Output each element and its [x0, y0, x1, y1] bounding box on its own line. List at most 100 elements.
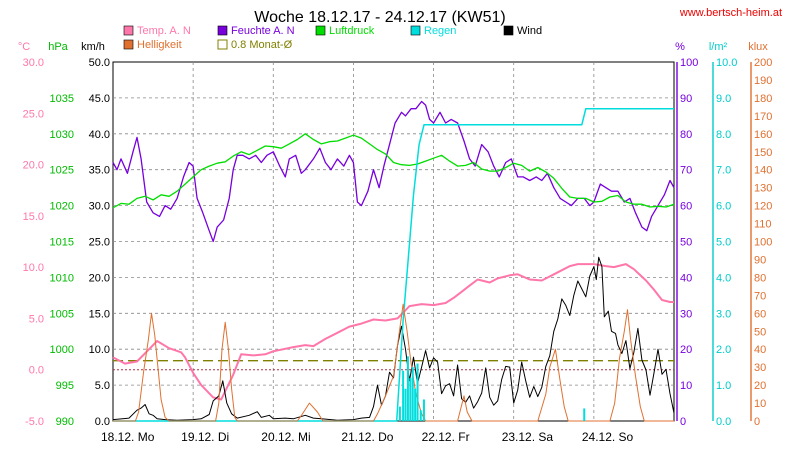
x-tick-label: 22.12. Fr	[422, 430, 470, 444]
series-line-regen	[113, 107, 674, 422]
axis-tick-label: 35.0	[89, 165, 110, 177]
axis-tick-label: 25.0	[89, 237, 110, 249]
x-tick-label: 19.12. Di	[181, 430, 229, 444]
axis-tick-label: 40	[680, 272, 692, 284]
legend-swatch	[123, 25, 134, 36]
axis-tick-label: 160	[754, 129, 772, 141]
legend-label: Luftdruck	[329, 25, 375, 37]
axis-tick-label: 0.0	[716, 416, 731, 428]
axis-tick-label: 0	[680, 416, 686, 428]
axis-tick-label: 110	[754, 219, 772, 231]
axis-tick-label: 10.0	[716, 57, 737, 69]
axis-tick-label: 30	[754, 362, 766, 374]
axis-tick-label: 50	[680, 237, 692, 249]
x-tick-label: 24.12. So	[582, 430, 634, 444]
axis-tick-label: -5.0	[25, 416, 44, 428]
axis-tick-label: 5.0	[29, 313, 44, 325]
axis-tick-label: 130	[754, 183, 772, 195]
axis-tick-label: 70	[680, 165, 692, 177]
axis-tick-label: 1030	[50, 129, 74, 141]
axis-tick-label: 4.0	[716, 272, 731, 284]
legend-swatch	[217, 39, 228, 50]
axis-tick-label: 150	[754, 147, 772, 159]
axis-tick-label: 0	[754, 416, 760, 428]
axis-tick-label: 50.0	[89, 57, 110, 69]
axis-unit-wind: km/h	[81, 41, 105, 53]
legend-swatch	[217, 25, 228, 36]
legend-entry: Temp. A. N	[123, 25, 191, 37]
axis-tick-label: 1005	[50, 308, 74, 320]
chart-legend: Temp. A. N Feuchte A. N Luftdruck Regen Wind…	[123, 25, 542, 51]
axis-tick-label: 60	[754, 308, 766, 320]
axis-tick-label: 1010	[50, 272, 74, 284]
legend-entry: Feuchte A. N	[217, 25, 295, 37]
axis-tick-label: 50	[754, 326, 766, 338]
axis-tick-label: 120	[754, 201, 772, 213]
axis-tick-label: 990	[56, 416, 74, 428]
series-line-wind	[112, 256, 675, 421]
axis-tick-label: 1035	[50, 93, 74, 105]
legend-entry: Luftdruck	[315, 25, 375, 37]
legend-label: Regen	[424, 25, 456, 37]
legend-label: Helligkeit	[137, 39, 182, 51]
axis-unit-rain: l/m²	[709, 41, 728, 53]
axis-tick-label: 170	[754, 111, 772, 123]
axis-tick-label: 3.0	[716, 308, 731, 320]
axis-tick-label: 15.0	[23, 211, 44, 223]
axis-tick-label: 30	[680, 308, 692, 320]
legend-label: 0.8 Monat-Ø	[231, 39, 293, 51]
legend-entry: Regen	[410, 25, 456, 37]
plot-area	[112, 61, 675, 422]
axis-tick-label: 2.0	[716, 344, 731, 356]
legend-swatch	[410, 25, 421, 36]
chart-title: Woche 18.12.17 - 24.12.17 (KW51)	[254, 9, 505, 26]
axis-tick-label: 30.0	[23, 57, 44, 69]
axis-tick-label: 5.0	[95, 380, 110, 392]
x-tick-label: 23.12. Sa	[502, 430, 554, 444]
axis-tick-label: 45.0	[89, 93, 110, 105]
axis-tick-label: 995	[56, 380, 74, 392]
axis-tick-label: 180	[754, 93, 772, 105]
axis-tick-label: 1.0	[716, 380, 731, 392]
axis-tick-label: 60	[680, 201, 692, 213]
axis-tick-label: 20	[680, 344, 692, 356]
site-link[interactable]: www.bertsch-heim.at	[679, 7, 782, 19]
axis-tick-label: 6.0	[716, 201, 731, 213]
axis-tick-label: 20.0	[89, 272, 110, 284]
series-line-helligkeit	[113, 303, 674, 422]
axis-tick-label: 8.0	[716, 129, 731, 141]
chart-axes: °C 30.0 25.0 20.0 15.0 10.0 5.0 0.0 -5.0 hPa 1035 1…	[18, 41, 773, 444]
axis-tick-label: 10	[754, 398, 766, 410]
axis-tick-label: 140	[754, 165, 772, 177]
axis-tick-label: 100	[754, 237, 772, 249]
axis-unit-humidity: %	[675, 41, 685, 53]
axis-tick-label: 80	[680, 129, 692, 141]
axis-tick-label: 25.0	[23, 108, 44, 120]
legend-swatch	[315, 25, 326, 36]
x-tick-label: 21.12. Do	[341, 430, 393, 444]
legend-entry: Helligkeit	[123, 39, 182, 51]
axis-tick-label: 1020	[50, 201, 74, 213]
axis-unit-lux: klux	[748, 41, 768, 53]
axis-tick-label: 20	[754, 380, 766, 392]
x-tick-label: 18.12. Mo	[101, 430, 155, 444]
legend-entry: Wind	[503, 25, 542, 37]
axis-tick-label: 0.0	[29, 365, 44, 377]
axis-tick-label: 0.0	[95, 416, 110, 428]
legend-label: Feuchte A. N	[231, 25, 295, 37]
axis-tick-label: 40.0	[89, 129, 110, 141]
axis-tick-label: 1025	[50, 165, 74, 177]
axis-unit-temp: °C	[18, 41, 30, 53]
axis-tick-label: 10.0	[23, 262, 44, 274]
axis-tick-label: 30.0	[89, 201, 110, 213]
axis-tick-label: 70	[754, 290, 766, 302]
axis-tick-label: 20.0	[23, 160, 44, 172]
axis-tick-label: 90	[754, 254, 766, 266]
legend-swatch	[123, 39, 134, 50]
axis-tick-label: 200	[754, 57, 772, 69]
legend-entry: 0.8 Monat-Ø	[217, 39, 293, 51]
axis-tick-label: 9.0	[716, 93, 731, 105]
axis-unit-pressure: hPa	[48, 41, 68, 53]
